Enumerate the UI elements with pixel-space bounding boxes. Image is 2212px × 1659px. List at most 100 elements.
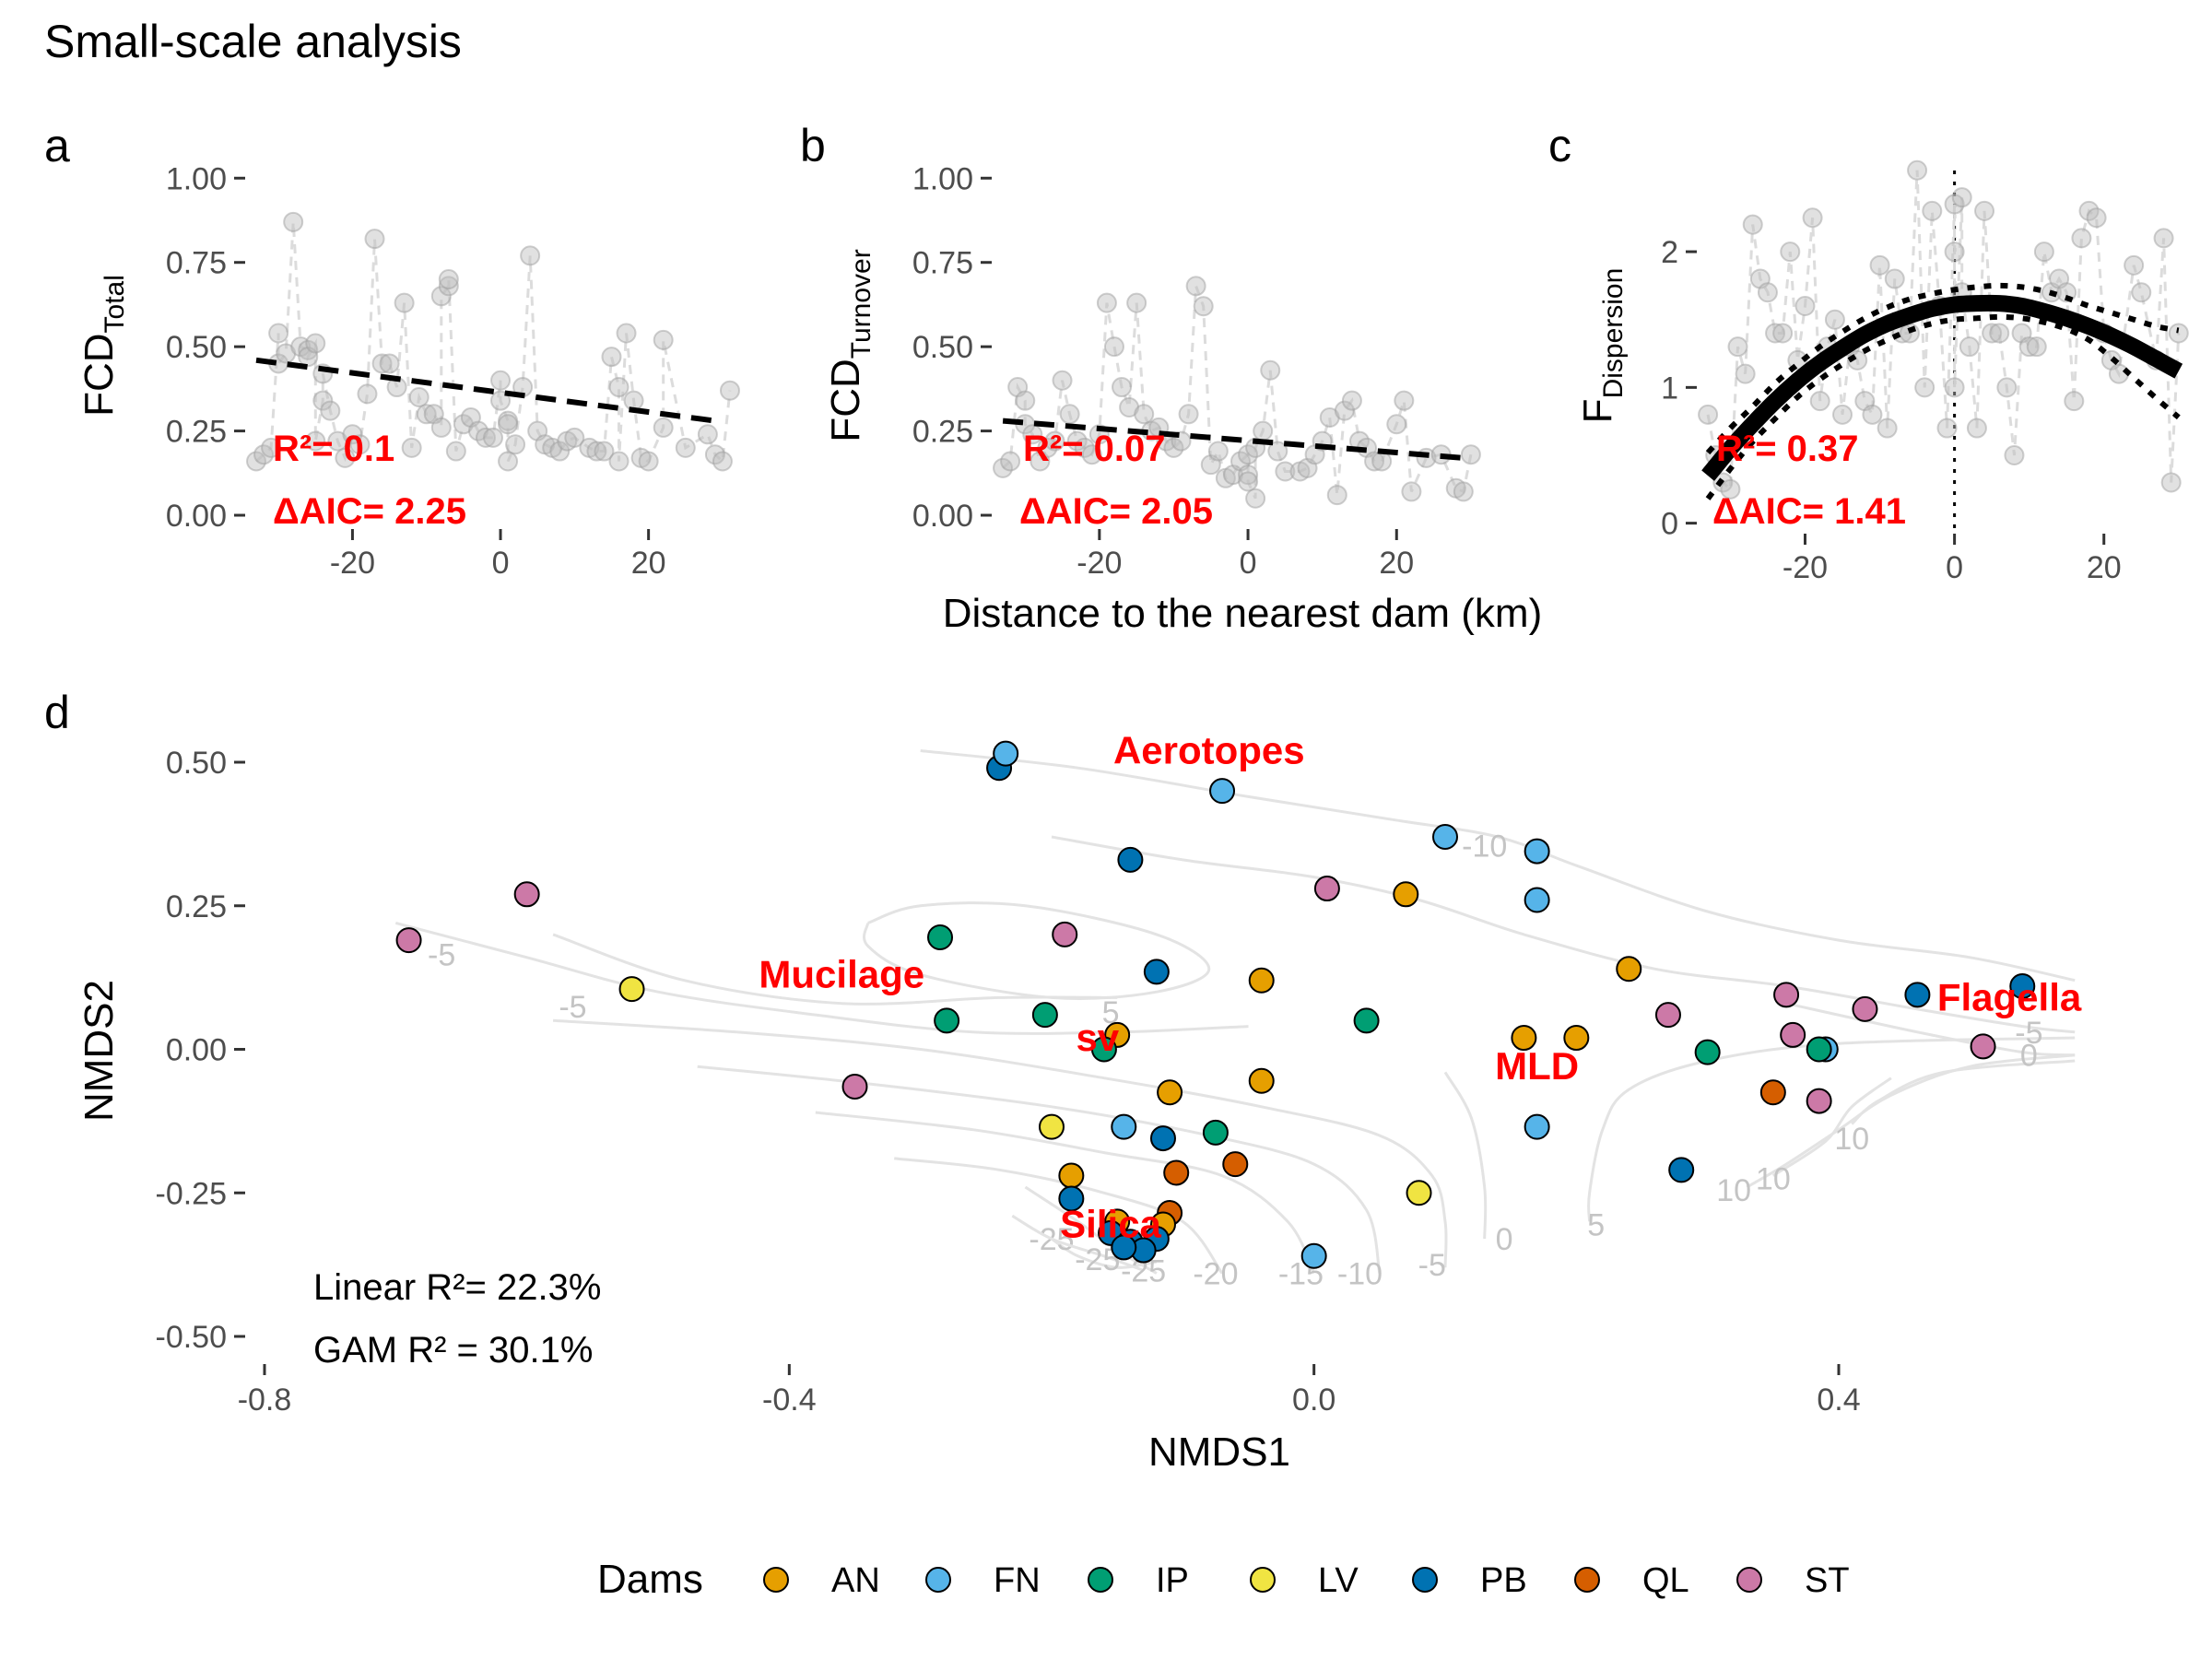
panel-b-r2: R²= 0.07	[1023, 429, 1166, 469]
panel-a-point	[261, 437, 282, 458]
panel-b-y-tick-label: 0.50	[912, 330, 973, 365]
panel-c-r2: R²= 0.37	[1716, 429, 1859, 469]
panel-b-point	[1260, 359, 1281, 381]
trait-label: Aerotopes	[1113, 729, 1305, 772]
contour-line	[894, 1157, 1224, 1275]
nmds-point-st	[1654, 1002, 1681, 1029]
nmds-point-pb	[1668, 1157, 1695, 1183]
contour-label: 0	[1496, 1222, 1513, 1257]
panel-a-fit-line	[255, 357, 716, 424]
panel-c-x-tick-label: -20	[1783, 550, 1828, 585]
panel-b-point	[1096, 292, 1117, 313]
contour-line	[552, 933, 1118, 1006]
contour-line	[1785, 1002, 2076, 1057]
panel-c-point	[1974, 200, 1995, 221]
nmds-point-ip	[1353, 1007, 1380, 1034]
panel-a-point	[616, 323, 637, 344]
panel-a-point	[283, 211, 304, 232]
panel-d-linear-r2: Linear R²= 22.3%	[313, 1267, 601, 1308]
nmds-point-ip	[927, 924, 954, 951]
panel-c-point	[2071, 228, 2092, 249]
panel-c-point	[1698, 404, 1719, 425]
nmds-point-fn	[1209, 778, 1236, 805]
panel-a-point	[320, 400, 341, 421]
trait-label: sv	[1076, 1016, 1119, 1059]
panel-c-point	[1951, 187, 1972, 208]
panel-a-point	[349, 434, 371, 455]
panel-b-point	[1185, 276, 1206, 297]
panel-a-trace	[254, 221, 732, 465]
panel-b-point	[1460, 444, 1481, 465]
panel-b-y-tick-label: 0.75	[912, 246, 973, 281]
panel-c-point	[1780, 241, 1801, 263]
panel-c-y-tick-label: 2	[1661, 235, 1678, 270]
panel-a-point	[364, 229, 385, 250]
contour-label: -5	[1418, 1248, 1446, 1283]
legend-swatch-st	[1736, 1567, 1762, 1593]
panel-c-point	[1720, 478, 1741, 500]
panel-b-trace	[1002, 285, 1473, 500]
panel-c-ylabel-sub: Dispersion	[1598, 268, 1629, 399]
panel-c-point	[2026, 336, 2047, 358]
panel-c-point	[1959, 336, 1980, 358]
panel-c-daic: ΔAIC= 1.41	[1712, 491, 1906, 532]
nmds-point-fn	[1432, 823, 1458, 850]
legend-label-st: ST	[1805, 1561, 1850, 1600]
panel-a-point	[430, 286, 452, 307]
panel-c-point	[1794, 296, 1816, 316]
legend-swatch-fn	[925, 1567, 951, 1593]
panel-d-y-tick-label: -0.25	[156, 1176, 228, 1211]
nmds-point-an	[1157, 1079, 1183, 1106]
panel-b-point	[1238, 471, 1259, 492]
legend-swatch-pb	[1412, 1567, 1438, 1593]
panel-c-point	[1772, 323, 1794, 344]
panel-b-point	[1178, 404, 1199, 425]
panel-d: d -25-25 -25 -20 -15 -10 -50 510 1010-10-50-5-5…	[44, 687, 2082, 1475]
contour-label: -5	[559, 990, 586, 1025]
nmds-point-an	[1248, 1067, 1275, 1094]
legend-label-pb: PB	[1480, 1561, 1527, 1600]
contour-line	[1051, 1237, 1158, 1269]
panel-a-point	[342, 424, 363, 445]
panel-a-point	[408, 387, 429, 408]
nmds-point-an	[1511, 1025, 1537, 1052]
nmds-point-lv	[1406, 1180, 1432, 1206]
panel-c-point	[1989, 323, 2010, 344]
panel-b-point	[1112, 377, 1133, 398]
contour-line	[863, 901, 1211, 1000]
panel-a-point	[498, 451, 519, 472]
panel-d-letter: d	[44, 687, 70, 738]
contour-label: -20	[1193, 1256, 1238, 1291]
contour-label: -5	[2015, 1016, 2042, 1051]
panel-a-point	[498, 414, 519, 435]
panel-a-y-tick-label: 0.75	[166, 246, 227, 281]
panel-a-point	[608, 377, 629, 398]
nmds-point-an	[1248, 967, 1275, 994]
panel-b-y-tick-label: 1.00	[912, 161, 973, 196]
nmds-point-ql	[1222, 1151, 1249, 1178]
panel-c-point	[1914, 377, 1936, 398]
panel-a-point	[608, 451, 629, 472]
panel-a-point	[675, 437, 696, 458]
panel-d-y-axis-title: NMDS2	[76, 980, 122, 1122]
nmds-point-fn	[1524, 838, 1550, 865]
panel-c-point	[1877, 418, 1898, 439]
panel-c-point	[2131, 282, 2152, 303]
panel-a-point	[357, 383, 378, 405]
panel-a-point	[312, 390, 334, 411]
nmds-point-ip	[1202, 1119, 1229, 1146]
legend-label-ql: QL	[1642, 1561, 1689, 1600]
panel-d-y-tick-label: 0.25	[166, 889, 227, 924]
panel-c-point	[1742, 214, 1763, 235]
panel-b-point	[1401, 481, 1422, 502]
nmds-point-pb	[1111, 1234, 1137, 1261]
panel-c-point	[1824, 309, 1845, 330]
panel-b-ylabel-main: FCD	[823, 359, 868, 441]
panel-d-x-tick-label: -0.4	[762, 1382, 817, 1418]
legend-label-fn: FN	[994, 1561, 1041, 1600]
panel-b-point	[1334, 400, 1355, 421]
panel-c-y-axis-title: FDispersion	[1575, 268, 1629, 424]
nmds-point-fn	[1300, 1242, 1327, 1269]
